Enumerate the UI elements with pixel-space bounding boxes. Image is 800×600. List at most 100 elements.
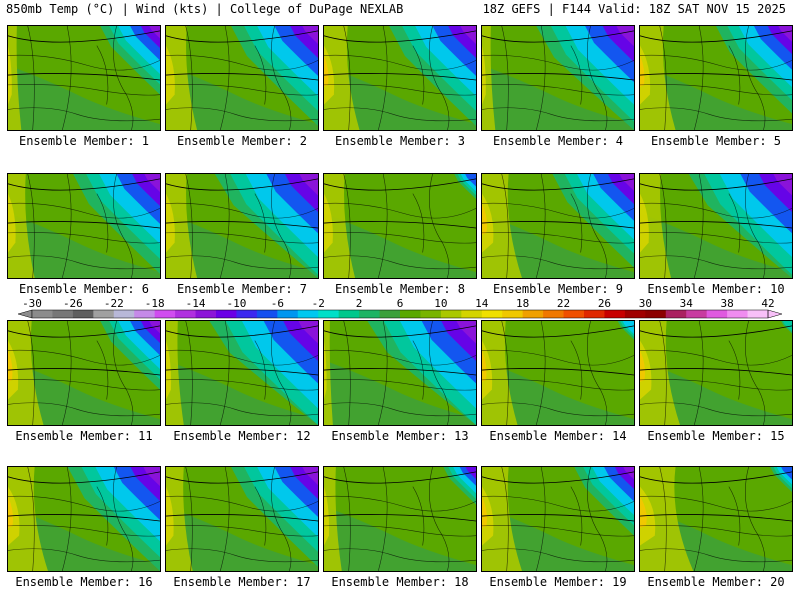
colorbar-swatch [154,310,176,318]
colorbar-tick-label: 34 [680,298,694,310]
member-map-panel [481,25,635,131]
member-map-panel [165,173,319,279]
colorbar-swatch [400,310,421,318]
temperature-map [166,26,318,130]
member-caption: Ensemble Member: 19 [489,575,627,589]
colorbar-swatch [440,310,462,318]
temperature-map [8,174,160,278]
member-map-panel [323,25,477,131]
member-caption: Ensemble Member: 17 [173,575,311,589]
temperature-map [324,467,476,571]
colorbar-swatch [195,310,217,318]
colorbar-tick-label: -14 [186,298,206,310]
member-caption: Ensemble Member: 8 [334,282,466,296]
colorbar-tick-label: 6 [397,298,404,310]
member-map-panel [639,320,793,426]
temperature-map [640,321,792,425]
colorbar-swatch [624,310,646,318]
member-caption: Ensemble Member: 10 [647,282,785,296]
colorbar-tick-label: 38 [720,298,733,310]
colorbar-tick-label: -10 [227,298,247,310]
member-map-panel [7,320,161,426]
colorbar-swatch [72,310,94,318]
colorbar-swatch [543,310,565,318]
header-run-info: 18Z GEFS | F144 Valid: 18Z SAT NOV 15 20… [482,2,786,16]
temperature-map [640,467,792,571]
colorbar-tick-label: -2 [312,298,325,310]
member-map-panel [323,320,477,426]
colorbar-swatch [645,310,667,318]
colorbar-swatch [665,310,687,318]
colorbar-swatch [706,310,728,318]
colorbar-swatch [297,310,319,318]
temperature-map [482,174,634,278]
member-map-panel [639,173,793,279]
colorbar-swatch [686,310,708,318]
member-map-panel [639,466,793,572]
colorbar-swatch [236,310,258,318]
colorbar-swatch [379,310,401,318]
member-caption: Ensemble Member: 11 [15,429,153,443]
temperature-map [166,467,318,571]
colorbar-swatch [481,310,503,318]
colorbar-tick-label: 22 [557,298,570,310]
member-caption: Ensemble Member: 4 [492,134,624,148]
temperature-map [640,26,792,130]
member-map-panel [7,466,161,572]
colorbar-swatch [359,310,381,318]
colorbar-swatch [727,310,749,318]
colorbar-swatch [420,310,442,318]
temperature-map [324,174,476,278]
temperature-map [482,26,634,130]
member-caption: Ensemble Member: 6 [18,282,150,296]
colorbar-swatch [277,310,299,318]
member-caption: Ensemble Member: 5 [650,134,782,148]
temperature-map [324,26,476,130]
member-map-panel [7,173,161,279]
temperature-map [8,321,160,425]
colorbar-tick-label: -30 [22,298,42,310]
member-map-panel [481,466,635,572]
temperature-map [8,467,160,571]
colorbar-swatch [216,310,237,318]
temperature-map [324,321,476,425]
member-caption: Ensemble Member: 14 [489,429,627,443]
colorbar-swatch [256,310,278,318]
member-map-panel [165,466,319,572]
colorbar-swatch [93,310,115,318]
member-caption: Ensemble Member: 15 [647,429,785,443]
member-map-panel [165,320,319,426]
colorbar-tick-label: -18 [145,298,165,310]
temperature-map [166,321,318,425]
colorbar-swatch [563,310,585,318]
member-map-panel [165,25,319,131]
colorbar-swatch [318,310,340,318]
temperature-map [482,321,634,425]
colorbar-swatch [338,310,360,318]
member-map-panel [639,25,793,131]
member-caption: Ensemble Member: 3 [334,134,466,148]
member-caption: Ensemble Member: 20 [647,575,785,589]
header-title: 850mb Temp (°C) | Wind (kts) | College o… [6,2,404,16]
colorbar-swatch [52,310,74,318]
colorbar-tick-label: 26 [598,298,611,310]
member-map-panel [481,320,635,426]
temperature-map [8,26,160,130]
colorbar-tick-label: 2 [356,298,363,310]
colorbar-swatch [747,310,769,318]
colorbar-tick-label: 14 [475,298,489,310]
member-caption: Ensemble Member: 9 [492,282,624,296]
member-caption: Ensemble Member: 18 [331,575,469,589]
colorbar-tick-label: 42 [761,298,774,310]
colorbar-tick-label: 30 [639,298,652,310]
temperature-map [166,174,318,278]
member-map-panel [481,173,635,279]
colorbar-swatch [461,310,483,318]
colorbar-swatch [175,310,197,318]
colorbar-swatch [113,310,135,318]
colorbar-swatch [522,310,544,318]
member-caption: Ensemble Member: 12 [173,429,311,443]
colorbar-tick-label: 10 [434,298,447,310]
member-map-panel [7,25,161,131]
colorbar-tick-label: -26 [63,298,83,310]
